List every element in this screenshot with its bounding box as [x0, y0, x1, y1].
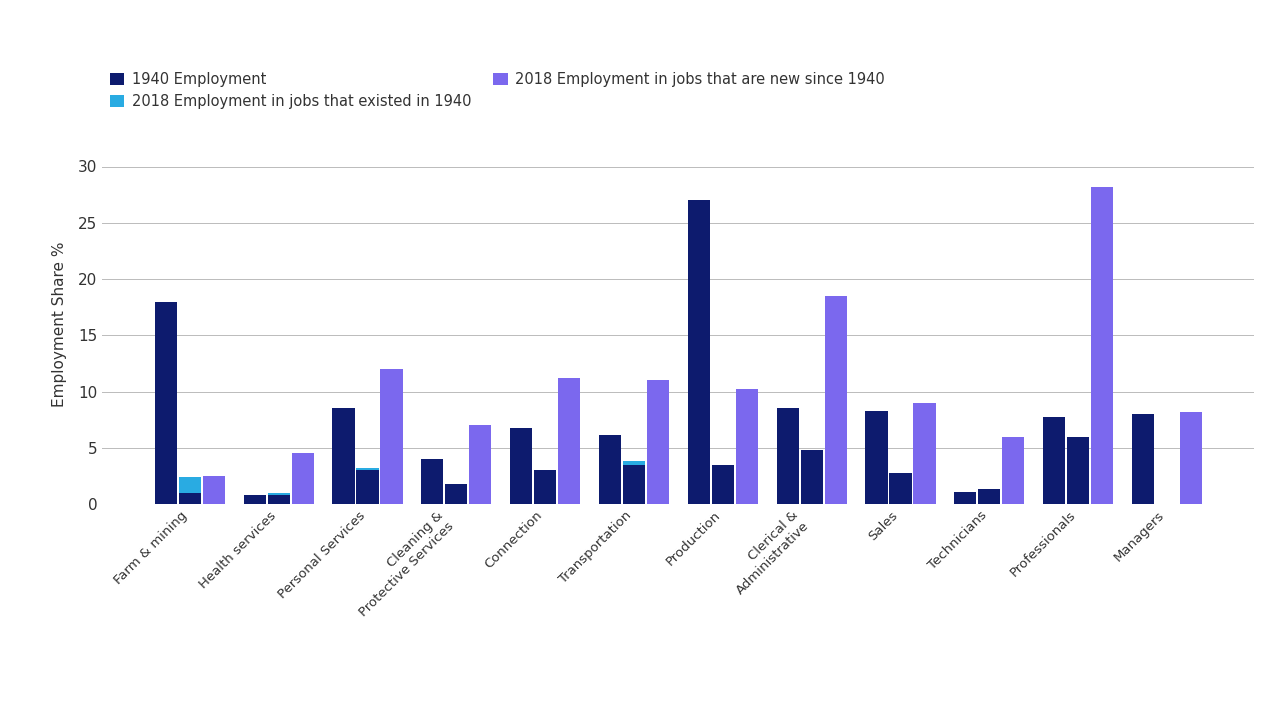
Bar [356, 468, 379, 470]
Bar [333, 408, 355, 504]
Bar [380, 369, 403, 504]
Bar [736, 390, 758, 504]
Bar [978, 490, 1001, 504]
Bar [470, 426, 492, 504]
Bar [268, 492, 289, 495]
Bar [179, 477, 201, 492]
Bar [623, 462, 645, 464]
Bar [1180, 412, 1202, 504]
Bar [712, 464, 733, 504]
Bar [1043, 418, 1065, 504]
Legend: 1940 Employment, 2018 Employment in jobs that existed in 1940, 2018 Employment i: 1940 Employment, 2018 Employment in jobs… [110, 72, 884, 109]
Bar [356, 470, 379, 504]
Bar [558, 378, 580, 504]
Bar [914, 402, 936, 504]
Bar [777, 408, 799, 504]
Bar [800, 450, 823, 504]
Bar [890, 472, 911, 504]
Bar [534, 470, 557, 504]
Bar [1068, 436, 1089, 504]
Bar [421, 459, 443, 504]
Bar [292, 454, 314, 504]
Bar [623, 464, 645, 504]
Bar [445, 484, 467, 504]
Bar [599, 436, 621, 504]
Bar [268, 495, 289, 504]
Bar [202, 476, 225, 504]
Bar [243, 495, 266, 504]
Y-axis label: Employment Share %: Employment Share % [52, 241, 67, 407]
Bar [646, 380, 669, 504]
Bar [155, 302, 177, 504]
Bar [1091, 186, 1114, 504]
Bar [509, 428, 532, 504]
Bar [1132, 414, 1155, 504]
Bar [954, 492, 977, 504]
Bar [687, 200, 710, 504]
Bar [865, 410, 887, 504]
Bar [179, 492, 201, 504]
Bar [824, 296, 847, 504]
Bar [1002, 436, 1024, 504]
